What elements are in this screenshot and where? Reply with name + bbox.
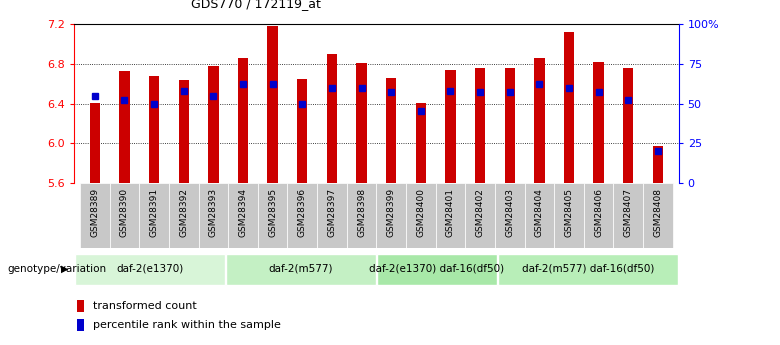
Bar bbox=[226, 254, 376, 285]
Bar bbox=[90, 102, 100, 183]
Bar bbox=[594, 62, 604, 183]
Bar bbox=[505, 68, 515, 183]
Bar bbox=[356, 63, 367, 183]
Text: GSM28391: GSM28391 bbox=[150, 188, 158, 237]
Bar bbox=[475, 68, 485, 183]
Text: GSM28395: GSM28395 bbox=[268, 188, 277, 237]
Bar bbox=[77, 319, 83, 331]
Bar bbox=[140, 183, 169, 248]
Text: GSM28398: GSM28398 bbox=[357, 188, 366, 237]
Bar bbox=[169, 183, 199, 248]
Text: GSM28401: GSM28401 bbox=[446, 188, 455, 237]
Bar bbox=[623, 68, 633, 183]
Bar bbox=[613, 183, 643, 248]
Bar bbox=[465, 183, 495, 248]
Bar bbox=[317, 183, 347, 248]
Text: GSM28397: GSM28397 bbox=[328, 188, 336, 237]
Bar bbox=[80, 183, 110, 248]
Bar bbox=[347, 183, 377, 248]
Bar bbox=[554, 183, 583, 248]
Text: GSM28399: GSM28399 bbox=[387, 188, 395, 237]
Bar bbox=[77, 299, 83, 312]
Text: GSM28404: GSM28404 bbox=[535, 188, 544, 237]
Bar bbox=[377, 254, 497, 285]
Bar bbox=[327, 54, 337, 183]
Text: ▶: ▶ bbox=[61, 264, 69, 274]
Bar bbox=[149, 76, 159, 183]
Text: GSM28402: GSM28402 bbox=[476, 188, 484, 237]
Text: GSM28403: GSM28403 bbox=[505, 188, 514, 237]
Bar bbox=[498, 254, 678, 285]
Bar bbox=[119, 71, 129, 183]
Bar bbox=[238, 58, 248, 183]
Text: GDS770 / 172119_at: GDS770 / 172119_at bbox=[191, 0, 321, 10]
Bar bbox=[564, 32, 574, 183]
Text: daf-2(e1370) daf-16(df50): daf-2(e1370) daf-16(df50) bbox=[369, 264, 505, 273]
Text: GSM28407: GSM28407 bbox=[624, 188, 633, 237]
Bar bbox=[297, 79, 307, 183]
Bar bbox=[416, 104, 426, 183]
Text: GSM28392: GSM28392 bbox=[179, 188, 188, 237]
Bar bbox=[495, 183, 524, 248]
Bar bbox=[75, 254, 225, 285]
Text: GSM28394: GSM28394 bbox=[239, 188, 247, 237]
Text: GSM28406: GSM28406 bbox=[594, 188, 603, 237]
Bar bbox=[229, 183, 258, 248]
Bar bbox=[386, 78, 396, 183]
Bar bbox=[268, 26, 278, 183]
Text: daf-2(m577) daf-16(df50): daf-2(m577) daf-16(df50) bbox=[522, 264, 654, 273]
Bar bbox=[445, 70, 456, 183]
Text: GSM28400: GSM28400 bbox=[417, 188, 425, 237]
Bar bbox=[643, 183, 672, 248]
Text: GSM28390: GSM28390 bbox=[120, 188, 129, 237]
Text: percentile rank within the sample: percentile rank within the sample bbox=[93, 320, 281, 330]
Text: GSM28408: GSM28408 bbox=[654, 188, 662, 237]
Bar bbox=[110, 183, 140, 248]
Bar bbox=[179, 80, 189, 183]
Text: GSM28389: GSM28389 bbox=[90, 188, 99, 237]
Bar bbox=[435, 183, 465, 248]
Bar bbox=[288, 183, 317, 248]
Bar bbox=[208, 66, 218, 183]
Bar bbox=[258, 183, 288, 248]
Text: daf-2(m577): daf-2(m577) bbox=[268, 264, 333, 273]
Text: GSM28396: GSM28396 bbox=[298, 188, 307, 237]
Text: genotype/variation: genotype/variation bbox=[8, 264, 107, 274]
Bar bbox=[524, 183, 554, 248]
Text: transformed count: transformed count bbox=[93, 301, 197, 311]
Bar bbox=[377, 183, 406, 248]
Bar bbox=[653, 146, 663, 183]
Text: daf-2(e1370): daf-2(e1370) bbox=[116, 264, 183, 273]
Bar bbox=[199, 183, 229, 248]
Text: GSM28393: GSM28393 bbox=[209, 188, 218, 237]
Bar bbox=[583, 183, 613, 248]
Bar bbox=[534, 58, 544, 183]
Text: GSM28405: GSM28405 bbox=[565, 188, 573, 237]
Bar bbox=[406, 183, 435, 248]
